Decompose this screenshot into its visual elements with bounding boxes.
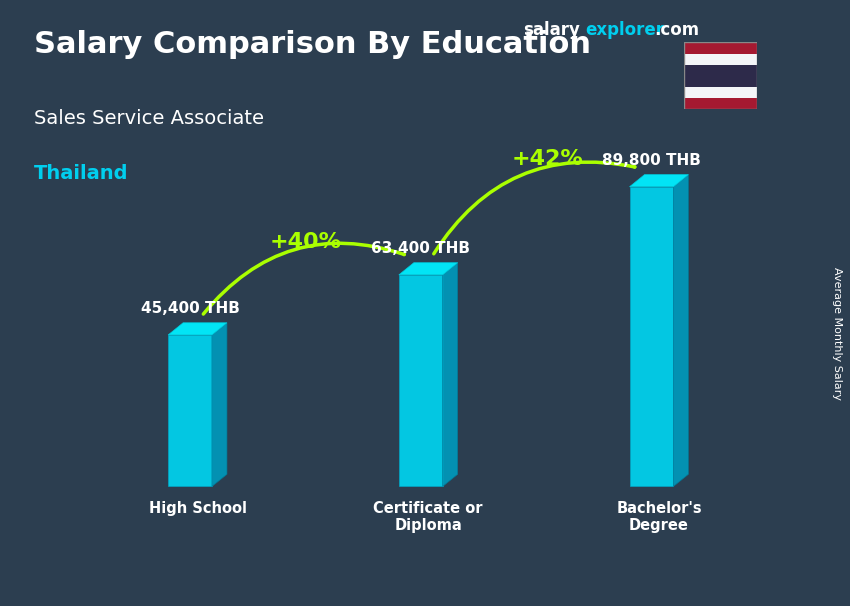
Polygon shape — [684, 87, 756, 98]
Polygon shape — [684, 42, 756, 53]
Polygon shape — [399, 275, 443, 487]
Polygon shape — [212, 323, 227, 487]
Polygon shape — [630, 175, 689, 187]
Text: .com: .com — [654, 21, 700, 39]
Text: High School: High School — [149, 501, 246, 516]
Polygon shape — [684, 98, 756, 109]
Text: explorer: explorer — [585, 21, 664, 39]
Text: Bachelor's
Degree: Bachelor's Degree — [616, 501, 702, 533]
Polygon shape — [684, 53, 756, 65]
Text: Certificate or
Diploma: Certificate or Diploma — [373, 501, 483, 533]
Polygon shape — [443, 262, 457, 487]
Polygon shape — [673, 175, 689, 487]
Text: Thailand: Thailand — [34, 164, 128, 182]
Polygon shape — [684, 65, 756, 87]
Text: 63,400 THB: 63,400 THB — [371, 241, 470, 256]
FancyArrowPatch shape — [203, 243, 405, 314]
Polygon shape — [168, 323, 227, 335]
Text: salary: salary — [523, 21, 580, 39]
Text: Sales Service Associate: Sales Service Associate — [34, 109, 264, 128]
Polygon shape — [168, 335, 212, 487]
Polygon shape — [399, 262, 457, 275]
Text: Average Monthly Salary: Average Monthly Salary — [832, 267, 842, 400]
Text: Salary Comparison By Education: Salary Comparison By Education — [34, 30, 591, 59]
FancyArrowPatch shape — [434, 162, 635, 254]
Polygon shape — [630, 187, 673, 487]
Text: 89,800 THB: 89,800 THB — [602, 153, 701, 168]
Text: +42%: +42% — [512, 148, 583, 168]
Text: 45,400 THB: 45,400 THB — [140, 301, 240, 316]
Text: +40%: +40% — [269, 232, 342, 252]
